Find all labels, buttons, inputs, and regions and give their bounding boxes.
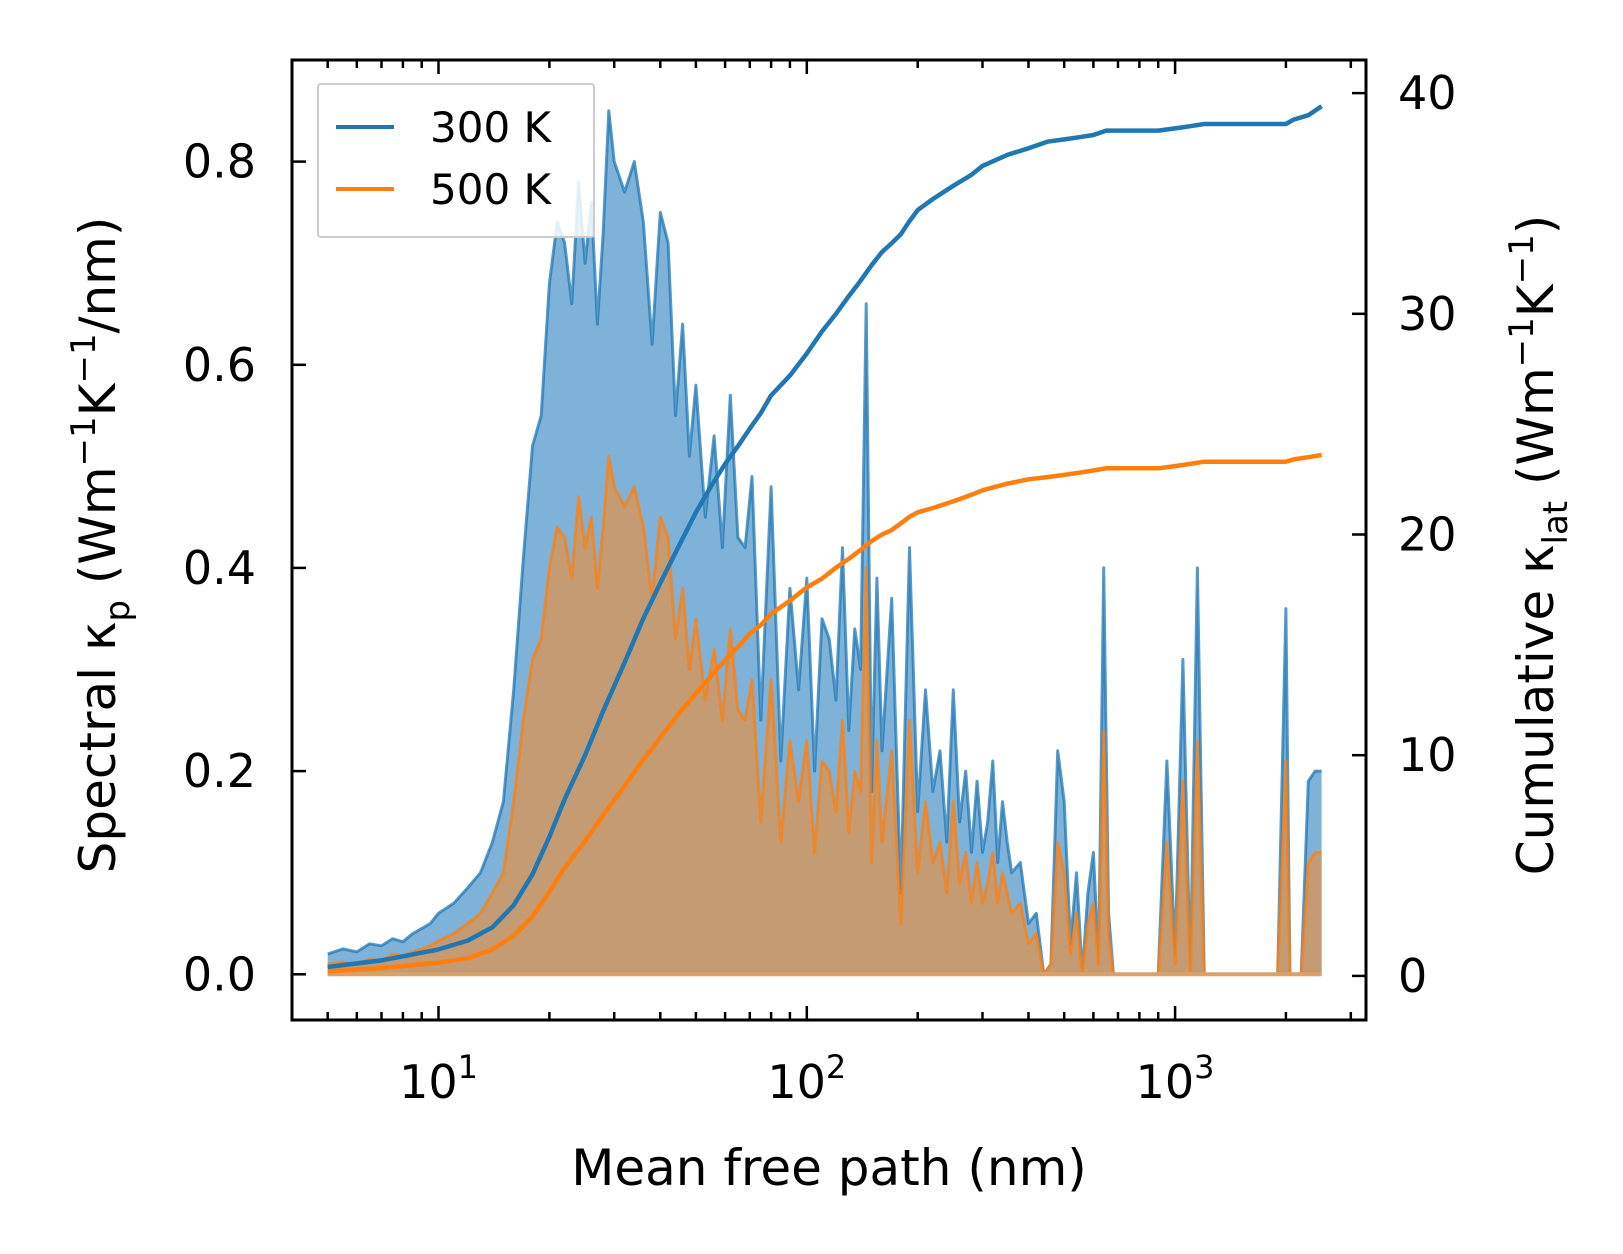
- x-tick-label-base: 10: [399, 1055, 458, 1109]
- spectral-500k-area: [327, 456, 1322, 975]
- x-tick-label-exponent: 1: [458, 1048, 478, 1086]
- x-tick-label-base: 10: [1136, 1055, 1195, 1109]
- legend-box: [317, 83, 595, 238]
- x-tick-label: 101: [399, 1048, 478, 1109]
- left-y-tick-label: 0.8: [183, 135, 256, 189]
- x-axis-label: Mean free path (nm): [571, 1139, 1087, 1197]
- plot-area: [327, 104, 1323, 977]
- right-y-tick-label: 40: [1398, 66, 1457, 120]
- right-y-tick-label: 30: [1398, 287, 1457, 341]
- plot-frame: [290, 58, 1368, 1022]
- x-tick-label-exponent: 3: [1194, 1048, 1214, 1086]
- left-y-axis-label: Spectral κp (Wm−1K−1/nm): [64, 217, 138, 874]
- legend-label-500k: 500 K: [430, 165, 553, 214]
- cumulative-500k-line: [327, 452, 1322, 974]
- right-y-tick-label: 0: [1398, 949, 1427, 1003]
- x-tick-label: 102: [767, 1048, 846, 1109]
- left-y-tick-labels: 0.0 0.2 0.4 0.6 0.8: [183, 135, 256, 1002]
- cumulative-300k-line: [327, 104, 1323, 970]
- right-y-tick-label: 10: [1398, 728, 1457, 782]
- right-y-tick-label: 20: [1398, 508, 1457, 562]
- legend-label-300k: 300 K: [430, 103, 553, 152]
- x-tick-labels: 101 102 103: [399, 1048, 1214, 1109]
- right-y-tick-labels: 0 10 20 30 40: [1398, 66, 1457, 1003]
- left-y-tick-label: 0.0: [183, 947, 256, 1001]
- x-tick-label-exponent: 2: [826, 1048, 846, 1086]
- legend: 300 K 500 K: [317, 83, 595, 238]
- x-tick-label: 103: [1136, 1048, 1215, 1109]
- tick-marks: [290, 60, 1366, 1020]
- right-y-axis-label: Cumulative κlat (Wm−1K−1): [1502, 215, 1576, 875]
- left-y-tick-label: 0.6: [183, 338, 256, 392]
- left-y-tick-label: 0.2: [183, 744, 256, 798]
- left-y-tick-label: 0.4: [183, 541, 256, 595]
- x-tick-label-base: 10: [767, 1055, 826, 1109]
